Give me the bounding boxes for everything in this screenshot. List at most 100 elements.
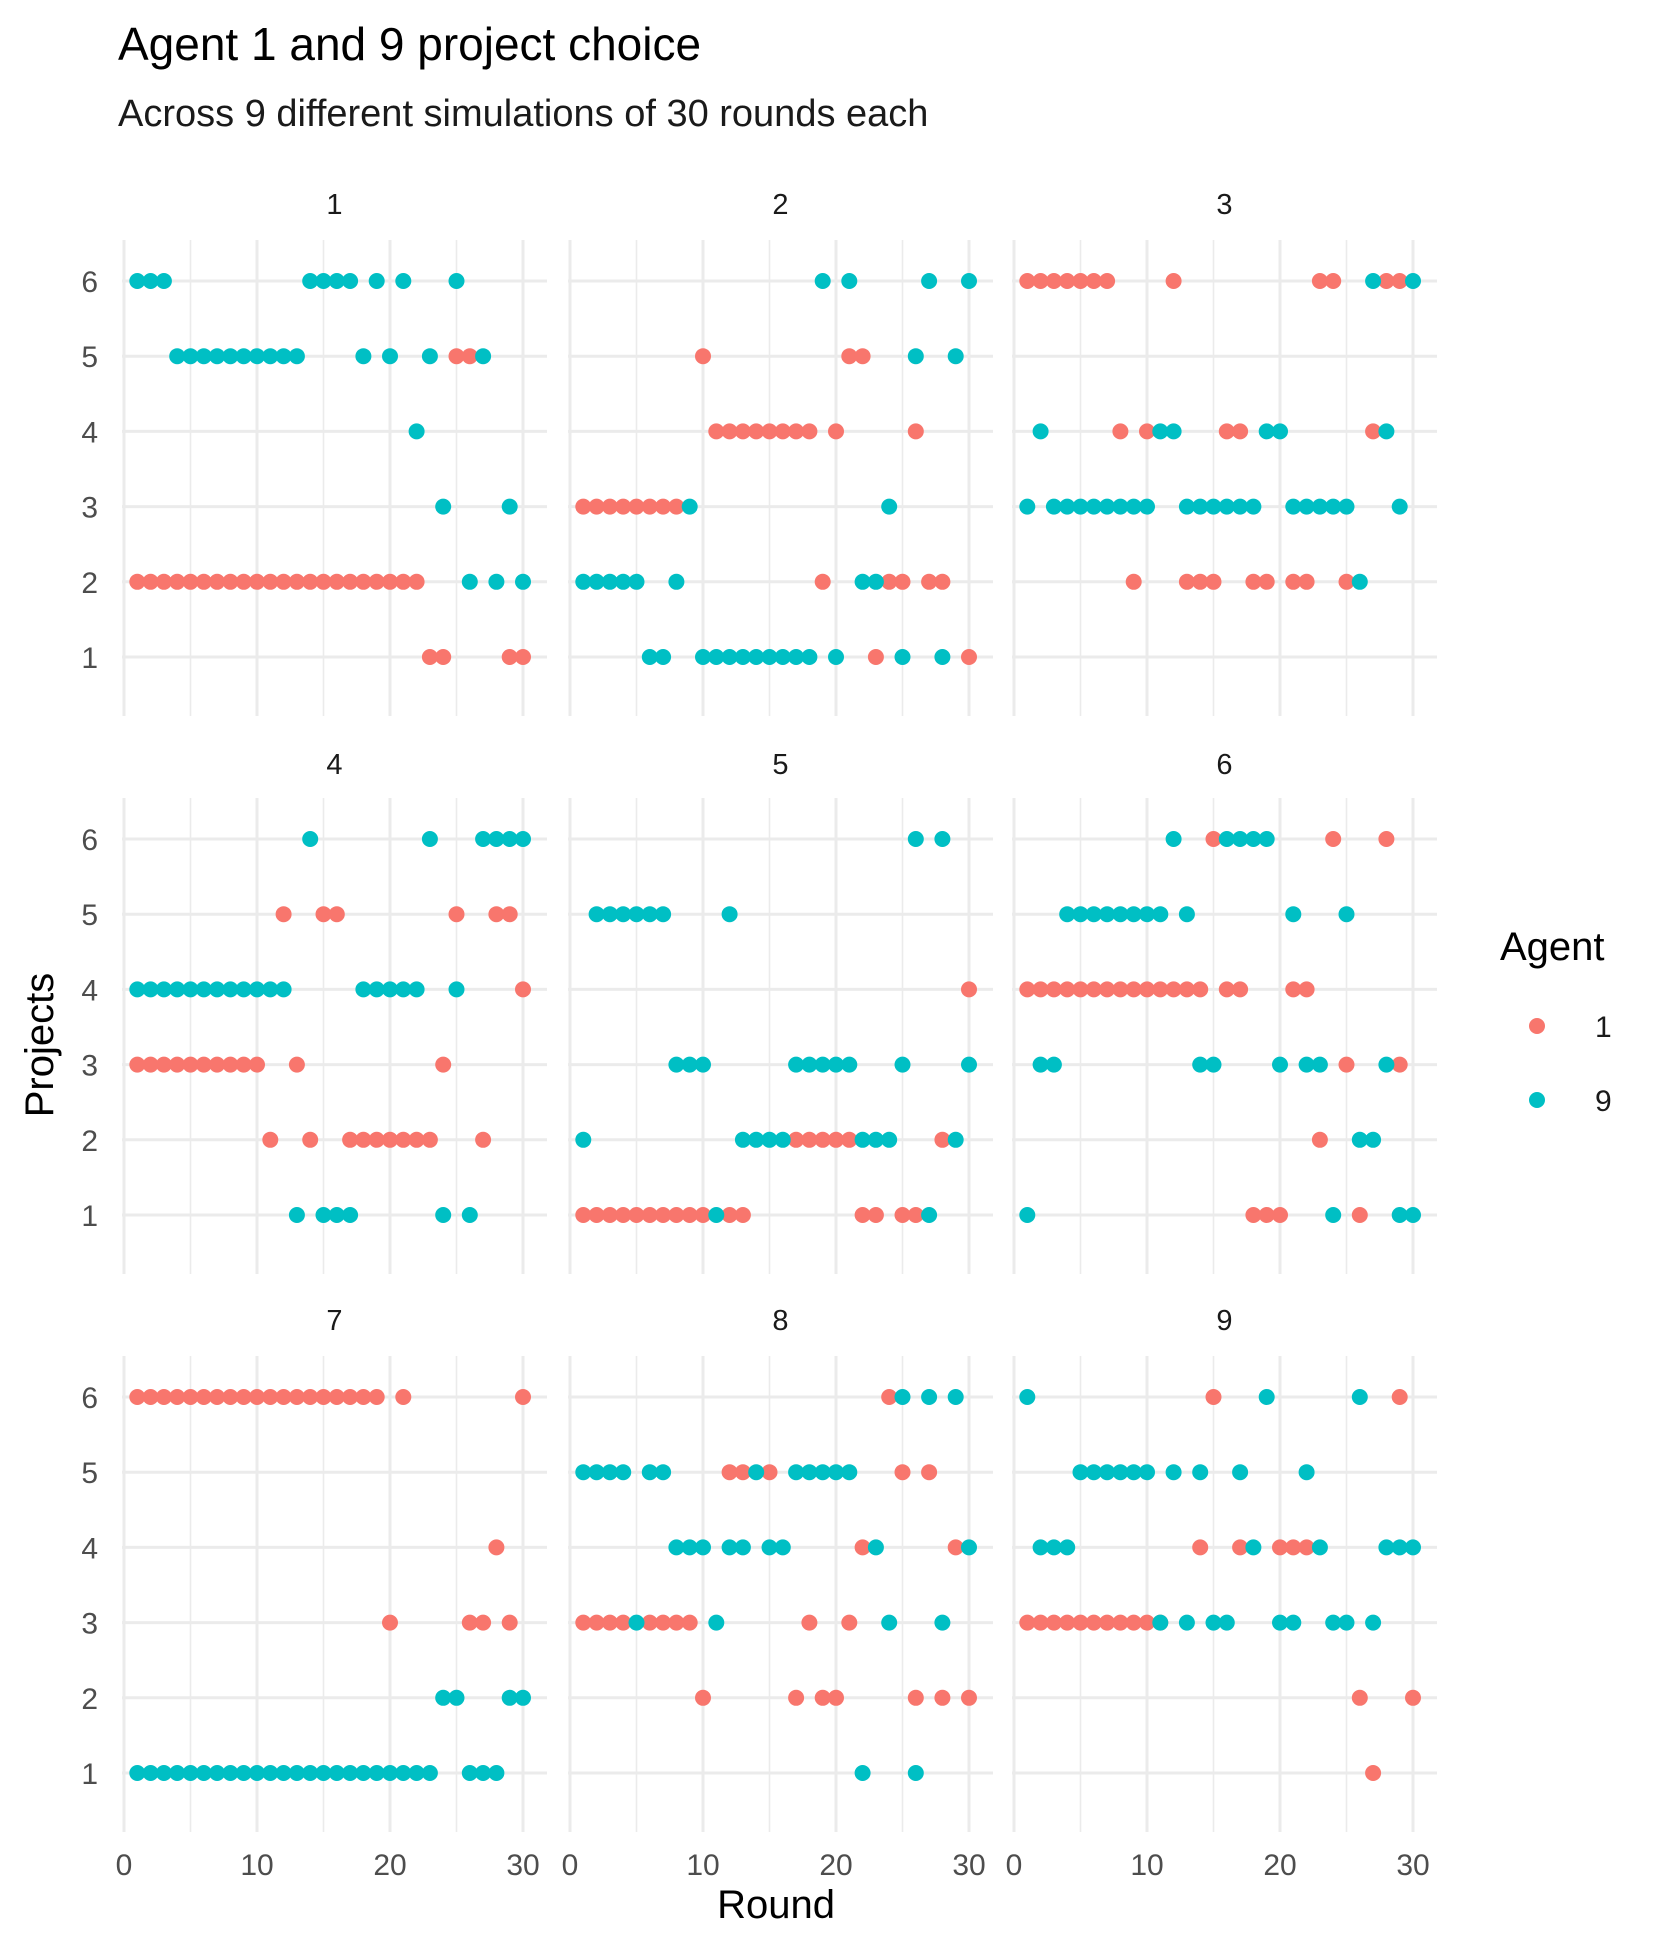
point-agent-1 xyxy=(814,573,831,590)
point-agent-1 xyxy=(628,1207,645,1223)
facet-panel-7: 7 1 2 3 4 5 6 0 10 20 30 xyxy=(81,1305,547,1882)
x-tick-label: 20 xyxy=(1263,1849,1296,1882)
point-agent-1 xyxy=(615,498,632,515)
point-agent-9 xyxy=(209,1765,226,1781)
point-agent-9 xyxy=(854,1765,871,1781)
point-agent-1 xyxy=(1019,1614,1036,1631)
point-agent-9 xyxy=(195,348,212,365)
point-agent-1 xyxy=(249,1056,265,1073)
point-agent-9 xyxy=(515,1689,531,1706)
point-agent-9 xyxy=(881,1131,898,1148)
point-agent-1 xyxy=(1045,1614,1062,1631)
point-agent-1 xyxy=(695,1689,711,1706)
point-agent-9 xyxy=(1378,1056,1395,1073)
point-agent-1 xyxy=(1032,1614,1049,1631)
point-agent-1 xyxy=(961,1689,977,1706)
point-agent-9 xyxy=(961,1056,977,1073)
point-agent-1 xyxy=(588,1207,605,1223)
point-agent-9 xyxy=(668,573,685,590)
point-agent-9 xyxy=(235,1765,252,1781)
point-agent-9 xyxy=(315,273,332,289)
point-agent-9 xyxy=(1178,498,1195,515)
x-tick-label: 30 xyxy=(1396,1849,1429,1882)
legend-label-agent-1: 1 xyxy=(1595,1011,1612,1044)
x-tick-label: 30 xyxy=(506,1849,539,1882)
point-agent-9 xyxy=(448,273,465,289)
point-agent-1 xyxy=(235,1056,252,1073)
point-agent-1 xyxy=(867,1207,884,1223)
point-agent-9 xyxy=(774,649,791,665)
point-agent-9 xyxy=(275,981,292,998)
point-agent-9 xyxy=(1072,906,1089,923)
point-agent-9 xyxy=(448,981,465,998)
facet-label-9: 9 xyxy=(1216,1305,1232,1337)
point-agent-1 xyxy=(961,981,977,998)
point-agent-9 xyxy=(1378,1539,1395,1556)
point-agent-9 xyxy=(395,1765,412,1781)
point-agent-9 xyxy=(395,981,412,998)
point-agent-1 xyxy=(328,1389,345,1405)
point-agent-9 xyxy=(1032,423,1049,440)
point-agent-1 xyxy=(209,1389,226,1405)
point-agent-9 xyxy=(788,1464,805,1481)
point-agent-1 xyxy=(761,1464,778,1481)
point-agent-9 xyxy=(1391,498,1408,515)
point-agent-9 xyxy=(382,981,398,998)
point-agent-9 xyxy=(1378,423,1395,440)
point-agent-1 xyxy=(854,1207,871,1223)
point-agent-9 xyxy=(1125,906,1142,923)
point-agent-9 xyxy=(734,1131,751,1148)
point-agent-1 xyxy=(774,423,791,440)
point-agent-1 xyxy=(1139,423,1155,440)
point-agent-9 xyxy=(249,1765,265,1781)
point-agent-9 xyxy=(1072,498,1089,515)
point-agent-1 xyxy=(1325,831,1342,847)
point-agent-9 xyxy=(129,273,146,289)
point-agent-9 xyxy=(1325,498,1342,515)
point-agent-1 xyxy=(1139,981,1155,998)
point-agent-1 xyxy=(1285,981,1302,998)
point-agent-1 xyxy=(448,348,465,365)
point-agent-9 xyxy=(828,1056,844,1073)
point-agent-9 xyxy=(1045,498,1062,515)
point-agent-9 xyxy=(342,1207,359,1223)
point-agent-9 xyxy=(129,1765,146,1781)
point-agent-1 xyxy=(448,906,465,923)
x-tick-label: 30 xyxy=(952,1849,985,1882)
facet-panel-9: 9 0 10 20 30 xyxy=(1006,1305,1437,1882)
point-agent-9 xyxy=(182,981,199,998)
point-agent-9 xyxy=(129,981,146,998)
point-agent-1 xyxy=(1285,1539,1302,1556)
point-agent-9 xyxy=(721,906,738,923)
point-agent-1 xyxy=(854,348,871,365)
point-agent-9 xyxy=(222,348,239,365)
point-agent-9 xyxy=(395,273,412,289)
point-agent-9 xyxy=(774,1131,791,1148)
point-agent-1 xyxy=(408,573,425,590)
point-agent-9 xyxy=(155,981,172,998)
point-agent-1 xyxy=(1232,1539,1249,1556)
point-agent-1 xyxy=(342,1131,359,1148)
point-agent-9 xyxy=(628,906,645,923)
point-agent-9 xyxy=(302,273,319,289)
point-agent-1 xyxy=(681,1207,698,1223)
point-agent-1 xyxy=(1059,981,1076,998)
point-agent-9 xyxy=(681,498,698,515)
point-agent-9 xyxy=(328,1207,345,1223)
y-tick-label: 2 xyxy=(81,1683,98,1716)
x-tick-label: 10 xyxy=(686,1849,719,1882)
point-agent-1 xyxy=(601,1207,618,1223)
point-agent-1 xyxy=(588,498,605,515)
point-agent-9 xyxy=(588,906,605,923)
point-agent-9 xyxy=(761,1131,778,1148)
point-agent-1 xyxy=(262,1131,279,1148)
point-agent-9 xyxy=(881,1614,898,1631)
y-axis-title: Projects xyxy=(18,973,62,1118)
point-agent-9 xyxy=(601,573,618,590)
facet-panel-4: 4 1 2 3 4 5 6 xyxy=(81,749,547,1274)
point-agent-1 xyxy=(1205,573,1222,590)
point-agent-9 xyxy=(801,1056,818,1073)
point-agent-1 xyxy=(894,1464,911,1481)
point-agent-9 xyxy=(1218,498,1235,515)
point-agent-9 xyxy=(1125,498,1142,515)
